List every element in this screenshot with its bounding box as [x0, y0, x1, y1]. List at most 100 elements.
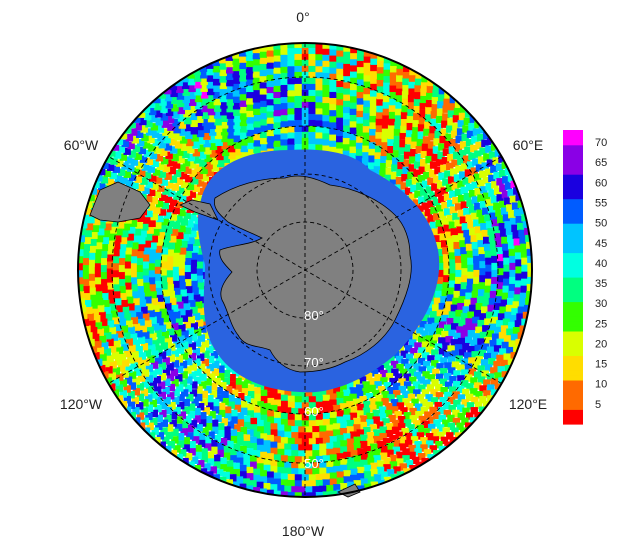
field-cell [269, 465, 278, 474]
field-cell [448, 311, 457, 319]
field-cell [118, 243, 127, 252]
field-cell [188, 161, 197, 169]
field-cell [420, 88, 428, 96]
field-cell [322, 95, 330, 104]
field-cell [219, 88, 227, 96]
field-cell [197, 307, 205, 316]
field-cell [442, 254, 451, 262]
field-cell [145, 394, 153, 402]
field-cell [392, 150, 401, 158]
field-cell [521, 278, 529, 287]
field-cell [461, 261, 469, 269]
field-cell [117, 271, 125, 280]
field-cell [113, 151, 122, 159]
field-cell [246, 72, 254, 80]
field-cell [190, 127, 199, 135]
field-cell [127, 226, 136, 234]
field-cell [259, 476, 268, 484]
field-cell [154, 102, 162, 111]
field-cell [377, 59, 385, 68]
field-cell [153, 259, 161, 267]
field-cell [227, 138, 235, 146]
field-cell [372, 409, 381, 418]
field-cell [444, 381, 453, 389]
field-cell [136, 243, 145, 252]
colorbar-tick-label: 65 [595, 157, 607, 169]
field-cell [108, 383, 116, 391]
lon-label-60w: 60°W [64, 137, 99, 153]
field-cell [406, 122, 414, 131]
field-cell [200, 314, 208, 322]
field-cell [457, 412, 465, 421]
field-cell [308, 100, 316, 108]
field-cell [130, 283, 138, 292]
field-cell [421, 143, 430, 151]
field-cell [308, 43, 316, 48]
colorbar-swatch [563, 257, 583, 263]
field-cell [259, 143, 268, 151]
field-cell [342, 130, 351, 139]
field-cell [451, 182, 459, 190]
field-cell [453, 332, 461, 341]
field-cell [457, 209, 465, 218]
field-cell [183, 257, 192, 265]
field-cell [145, 157, 154, 165]
field-cell [417, 376, 426, 384]
field-cell [156, 317, 164, 326]
field-cell [447, 396, 456, 405]
field-cell [280, 107, 288, 116]
field-cell [198, 419, 207, 427]
field-cell [487, 137, 495, 145]
field-cell [183, 102, 191, 110]
field-cell [158, 441, 166, 449]
field-cell [155, 345, 163, 353]
field-cell [170, 89, 178, 98]
field-cell [403, 151, 412, 159]
field-cell [78, 290, 85, 299]
field-cell [93, 262, 101, 271]
field-cell [204, 378, 212, 386]
field-cell [143, 216, 151, 224]
field-cell [83, 325, 91, 333]
field-cell [490, 196, 499, 204]
field-cell [329, 121, 337, 129]
field-cell [133, 304, 142, 313]
field-cell [206, 363, 214, 372]
field-cell [459, 216, 468, 224]
field-cell [440, 357, 448, 365]
field-cell [396, 402, 405, 410]
field-cell [174, 294, 182, 302]
field-cell [145, 385, 154, 394]
field-cell [482, 325, 490, 333]
field-cell [266, 55, 274, 63]
field-cell [515, 266, 523, 274]
field-cell [436, 309, 445, 318]
field-cell [322, 418, 330, 427]
field-cell [465, 292, 473, 300]
field-cell [301, 414, 309, 422]
field-cell [192, 184, 201, 193]
field-cell [491, 269, 499, 278]
field-cell [482, 207, 490, 216]
field-cell [220, 121, 229, 129]
field-cell [444, 324, 452, 332]
field-cell [418, 166, 427, 174]
field-cell [416, 394, 425, 402]
field-cell [431, 360, 439, 368]
field-cell [125, 365, 133, 373]
field-cell [185, 309, 193, 317]
field-cell [263, 384, 271, 392]
field-cell [294, 76, 302, 84]
field-cell [189, 213, 197, 222]
field-cell [460, 313, 469, 321]
field-cell [308, 124, 316, 132]
field-cell [464, 236, 473, 245]
field-cell [475, 164, 484, 172]
field-cell [366, 451, 375, 459]
field-cell [206, 395, 214, 403]
lon-label-180w: 180°W [282, 523, 325, 539]
field-cell [366, 432, 375, 440]
field-cell [505, 304, 514, 313]
lat-label-50: 50° [304, 456, 324, 471]
field-cell [477, 179, 485, 188]
